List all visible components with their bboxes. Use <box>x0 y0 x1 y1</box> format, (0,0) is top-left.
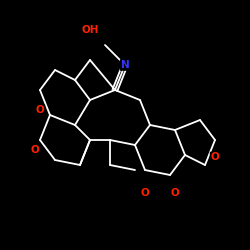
Text: OH: OH <box>81 25 99 35</box>
Text: O: O <box>210 152 220 162</box>
Text: O: O <box>170 188 179 198</box>
Text: O: O <box>140 188 149 198</box>
Text: O: O <box>36 105 44 115</box>
Text: O: O <box>30 145 40 155</box>
Text: N: N <box>120 60 130 70</box>
